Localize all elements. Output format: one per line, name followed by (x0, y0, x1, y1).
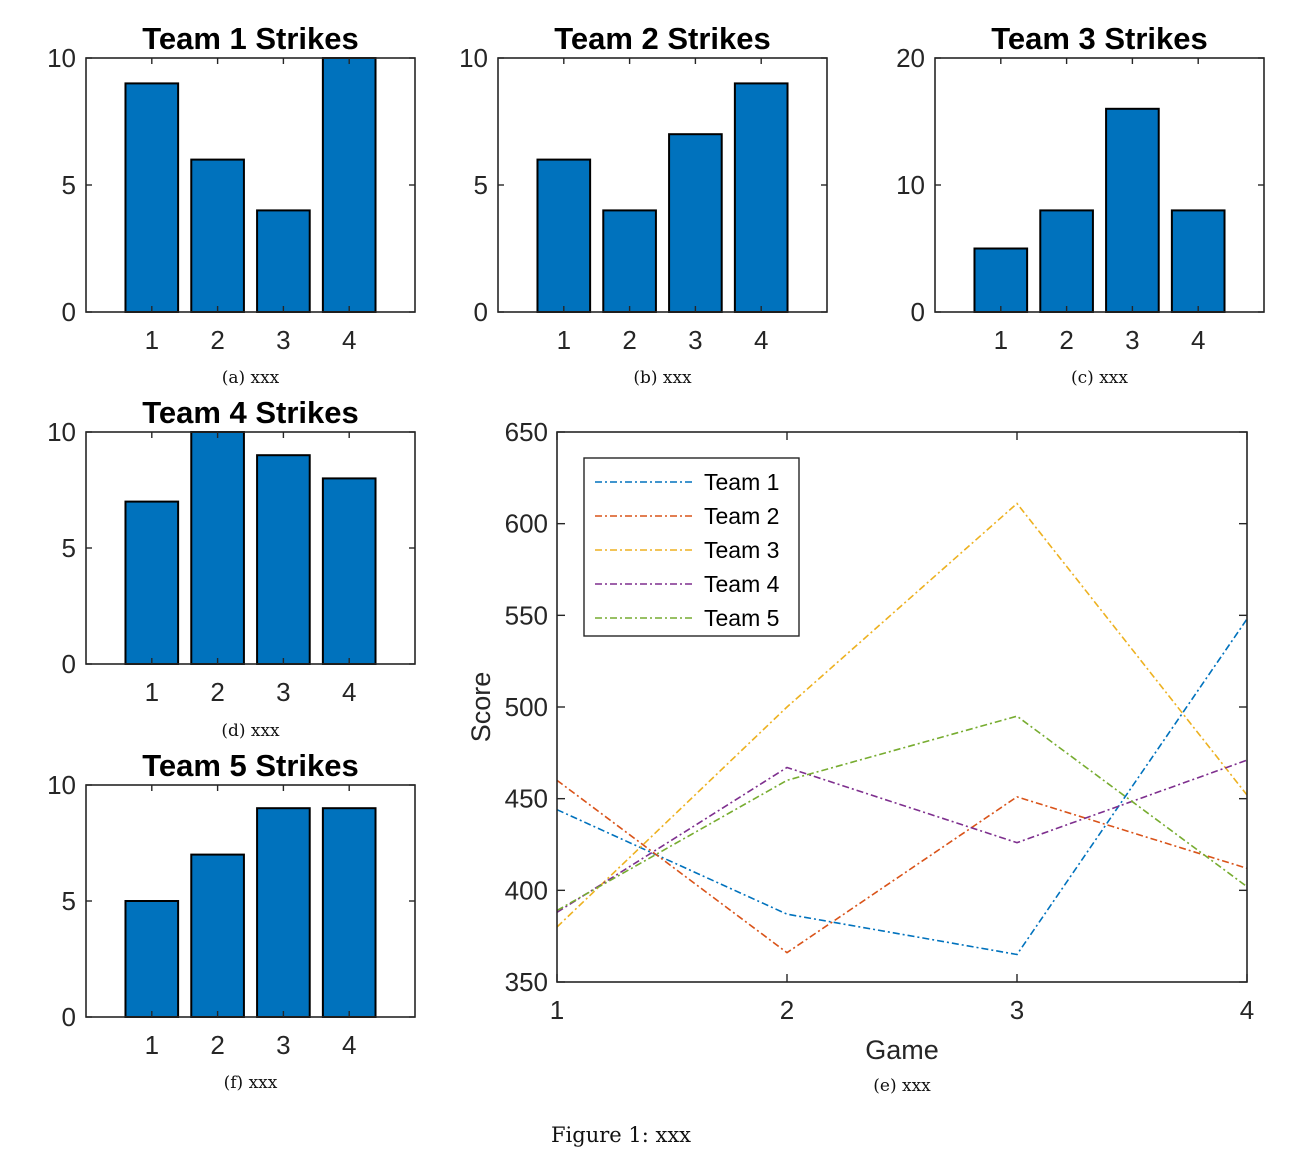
legend-label-team-1: Team 1 (704, 469, 779, 495)
xtick-label: 3 (688, 325, 702, 355)
chart-title: Team 1 Strikes (142, 21, 359, 56)
legend-box (583, 457, 800, 637)
bar-3 (256, 209, 311, 313)
ytick-label: 20 (896, 43, 925, 73)
subfigure-caption: (f) xxx (224, 1073, 278, 1093)
bar-1 (973, 247, 1029, 313)
bar-3 (256, 807, 311, 1019)
legend: Team 1 Team 2 Team 3 Team 4 Team 5 (583, 457, 800, 637)
xtick-label: 3 (1125, 325, 1139, 355)
ytick-label: 0 (62, 1002, 76, 1032)
series-line-team-5 (556, 715, 1248, 912)
chart-title: Team 3 Strikes (991, 21, 1208, 56)
bar-1 (536, 158, 592, 313)
xtick-label: 3 (1010, 995, 1024, 1025)
xtick-label: 2 (210, 325, 224, 355)
xtick-label: 1 (145, 1030, 159, 1060)
ytick-label: 5 (62, 170, 76, 200)
chart-a: Team 1 Strikes 0 5 10 1 2 3 4 (a) xxx (47, 21, 416, 388)
ytick-label: 650 (505, 417, 548, 447)
ytick-label: 0 (911, 297, 925, 327)
legend-label-team-5: Team 5 (704, 605, 779, 631)
chart-d: Team 4 Strikes 0 5 10 1 2 3 4 (d) xxx (47, 395, 416, 741)
series-line-team-2 (556, 779, 1248, 954)
ytick-label: 550 (505, 600, 548, 630)
xtick-label: 4 (1191, 325, 1205, 355)
ytick-label: 10 (896, 170, 925, 200)
xtick-label: 1 (145, 325, 159, 355)
ytick-label: 5 (62, 533, 76, 563)
xtick-label: 1 (145, 677, 159, 707)
chart-b: Team 2 Strikes 0 5 10 1 2 3 4 (b) xxx (459, 21, 828, 388)
ytick-label: 500 (505, 692, 548, 722)
bar-2 (602, 209, 657, 313)
bar-4 (321, 477, 377, 665)
subfigure-caption: (c) xxx (1071, 368, 1128, 388)
bar-2 (1039, 209, 1094, 313)
chart-title: Team 2 Strikes (554, 21, 771, 56)
xtick-label: 1 (557, 325, 571, 355)
ytick-label: 0 (62, 297, 76, 327)
bar-2 (190, 158, 245, 313)
legend-label-team-3: Team 3 (704, 537, 779, 563)
series-line-team-3 (556, 502, 1248, 928)
subfigure-caption: (a) xxx (222, 368, 280, 388)
x-axis-label: Game (865, 1035, 939, 1065)
xtick-label: 2 (622, 325, 636, 355)
ytick-label: 450 (505, 784, 548, 814)
legend-label-team-4: Team 4 (704, 571, 780, 597)
ytick-label: 10 (47, 770, 76, 800)
xtick-label: 4 (342, 677, 356, 707)
ytick-label: 10 (47, 43, 76, 73)
ytick-label: 0 (474, 297, 488, 327)
xtick-label: 2 (780, 995, 794, 1025)
bar-4 (321, 807, 377, 1019)
bar-2 (190, 431, 245, 665)
y-axis-label: Score (466, 672, 496, 743)
subfigure-caption: (d) xxx (221, 721, 280, 741)
bar-3 (1105, 107, 1160, 313)
xtick-label: 1 (994, 325, 1008, 355)
xtick-label: 3 (276, 1030, 290, 1060)
legend-label-team-2: Team 2 (704, 503, 779, 529)
xtick-label: 2 (1059, 325, 1073, 355)
bar-1 (124, 500, 180, 665)
ytick-label: 10 (47, 417, 76, 447)
chart-title: Team 5 Strikes (142, 748, 359, 783)
subfigure-caption: (b) xxx (633, 368, 692, 388)
xtick-label: 3 (276, 325, 290, 355)
xtick-label: 4 (342, 1030, 356, 1060)
bar-1 (124, 900, 180, 1018)
chart-f: Team 5 Strikes 0 5 10 1 2 3 4 (f) xxx (47, 748, 416, 1093)
bar-4 (733, 82, 789, 314)
bar-4 (1170, 209, 1226, 313)
ytick-label: 5 (62, 886, 76, 916)
chart-title: Team 4 Strikes (142, 395, 359, 430)
bar-2 (190, 853, 245, 1018)
chart-e: 350 400 450 500 550 600 650 1 2 3 4 Game Score Team 1… (466, 417, 1254, 1096)
xtick-label: 4 (342, 325, 356, 355)
ytick-label: 400 (505, 875, 548, 905)
chart-c: Team 3 Strikes 0 10 20 1 2 3 4 (c) xxx (896, 21, 1265, 388)
xtick-label: 2 (210, 677, 224, 707)
xtick-label: 3 (276, 677, 290, 707)
bar-1 (124, 82, 180, 314)
xtick-label: 4 (1240, 995, 1254, 1025)
ytick-label: 10 (459, 43, 488, 73)
xtick-label: 1 (550, 995, 564, 1025)
xtick-label: 2 (210, 1030, 224, 1060)
bar-4 (321, 57, 377, 313)
ytick-label: 600 (505, 509, 548, 539)
ytick-label: 0 (62, 649, 76, 679)
ytick-label: 5 (474, 170, 488, 200)
ytick-label: 350 (505, 967, 548, 997)
figure-caption: Figure 1: xxx (551, 1123, 691, 1147)
xtick-label: 4 (754, 325, 768, 355)
series-line-team-1 (556, 618, 1248, 956)
subfigure-caption: (e) xxx (873, 1076, 931, 1096)
bar-3 (668, 133, 723, 313)
bar-3 (256, 454, 311, 666)
